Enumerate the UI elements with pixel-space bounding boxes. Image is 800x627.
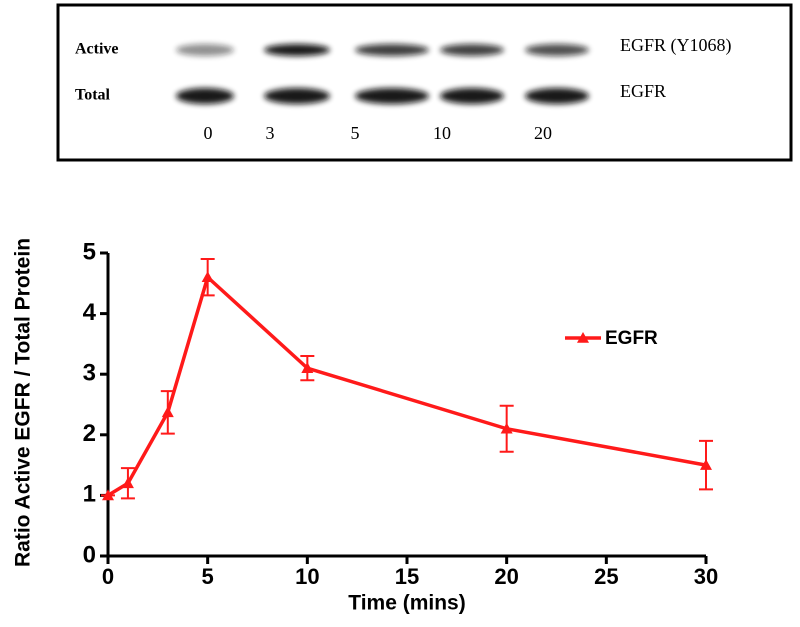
y-tick-label: 3: [83, 360, 96, 387]
y-axis-title: Ratio Active EGFR / Total Protein: [12, 238, 35, 567]
x-tick-label: 25: [594, 564, 618, 589]
row-target: EGFR: [620, 81, 666, 101]
blot-band: [525, 88, 589, 104]
y-tick-label: 1: [83, 481, 96, 508]
blot-band: [525, 44, 589, 56]
x-tick-label: 15: [395, 564, 419, 589]
blot-band: [355, 88, 429, 104]
marker: [102, 489, 114, 501]
lane-label: 10: [433, 123, 451, 143]
y-tick-label: 4: [83, 299, 97, 326]
legend-marker: [577, 332, 589, 343]
blot-band: [176, 88, 234, 104]
lane-label: 0: [204, 123, 213, 143]
lane-label: 5: [351, 123, 360, 143]
chart: 0 1 2 3 4 5 0 5 10 15 20 25 30 Time (mins) Ratio Activ…: [12, 238, 719, 615]
blot-band: [264, 44, 330, 56]
legend-label: EGFR: [605, 328, 658, 349]
blot-band: [176, 44, 234, 56]
blot-band: [264, 88, 330, 104]
lane-label: 3: [266, 123, 275, 143]
series-line: [107, 275, 707, 497]
row-label: Active: [75, 41, 119, 58]
blot: Active EGFR (Y1068) Total EGFR 0 3 5 10 20: [75, 35, 732, 143]
blot-frame: [56, 3, 793, 162]
x-axis-title: Time (mins): [348, 592, 465, 615]
marker: [161, 406, 174, 418]
x-tick-label: 30: [694, 564, 718, 589]
y-tick-label: 2: [83, 420, 96, 447]
blot-band: [440, 88, 504, 104]
lane-label: 20: [534, 123, 552, 143]
marker: [201, 271, 214, 283]
marker: [700, 459, 712, 470]
row-label: Total: [75, 87, 111, 104]
y-tick-label: 5: [83, 238, 96, 265]
x-tick-label: 20: [494, 564, 518, 589]
y-tick-label: 0: [83, 541, 96, 568]
x-tick-label: 0: [102, 564, 114, 589]
blot-band: [440, 44, 504, 56]
x-tick-label: 10: [295, 564, 319, 589]
marker: [301, 362, 314, 373]
x-tick-label: 5: [202, 564, 214, 589]
marker: [500, 422, 513, 434]
marker: [121, 477, 134, 489]
row-target: EGFR (Y1068): [620, 35, 732, 56]
blot-band: [355, 44, 429, 56]
